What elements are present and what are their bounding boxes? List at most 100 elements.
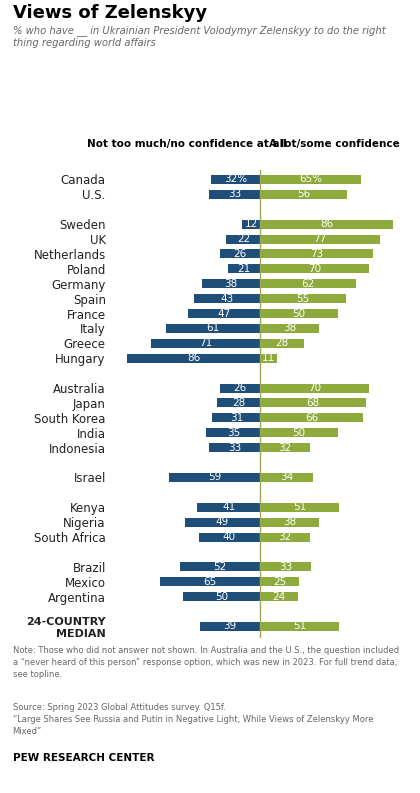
Bar (260, 190, 347, 199)
Text: 39: 39 (223, 622, 237, 631)
Text: 32: 32 (278, 442, 292, 453)
Text: 41: 41 (222, 502, 235, 512)
Bar (213, 413, 260, 423)
Bar (260, 279, 356, 288)
Bar (197, 503, 260, 511)
Bar (217, 398, 260, 408)
Bar (194, 294, 260, 303)
Text: 77: 77 (313, 234, 327, 244)
Bar (260, 235, 380, 243)
Text: 71: 71 (199, 339, 212, 348)
Text: 31: 31 (230, 413, 243, 423)
Text: 55: 55 (297, 293, 310, 304)
Bar (260, 577, 299, 586)
Text: 26: 26 (234, 383, 247, 393)
Bar (260, 354, 278, 362)
Text: Source: Spring 2023 Global Attitudes survey. Q15f.
“Large Shares See Russia and : Source: Spring 2023 Global Attitudes sur… (13, 703, 373, 736)
Bar (260, 518, 319, 527)
Text: 70: 70 (308, 383, 321, 393)
Text: 62: 62 (302, 278, 315, 289)
Text: 50: 50 (215, 592, 228, 602)
Text: 11: 11 (262, 353, 276, 363)
Text: 26: 26 (234, 249, 247, 259)
Bar (260, 473, 313, 482)
Text: 86: 86 (187, 353, 200, 363)
Text: 51: 51 (293, 502, 307, 512)
Text: 47: 47 (218, 308, 231, 319)
Text: 73: 73 (310, 249, 323, 259)
Text: 52: 52 (213, 562, 227, 572)
Bar (260, 324, 319, 333)
Text: PEW RESEARCH CENTER: PEW RESEARCH CENTER (13, 753, 154, 764)
Bar (183, 592, 260, 601)
Bar (260, 264, 369, 274)
Text: 70: 70 (308, 264, 321, 274)
Bar (260, 294, 346, 303)
Text: 50: 50 (292, 308, 306, 319)
Text: % who have __ in Ukrainian President Volodymyr Zelenskyy to do the right
thing r: % who have __ in Ukrainian President Vol… (13, 25, 385, 48)
Bar (220, 384, 260, 393)
Text: 35: 35 (227, 427, 240, 438)
Bar (188, 309, 260, 318)
Text: 68: 68 (306, 398, 320, 408)
Bar (260, 250, 373, 259)
Text: 65: 65 (203, 577, 217, 587)
Text: 24: 24 (272, 592, 286, 602)
Bar (260, 562, 312, 571)
Text: 38: 38 (283, 517, 297, 527)
Bar (260, 398, 366, 408)
Bar (166, 324, 260, 333)
Text: Not too much/no confidence at all: Not too much/no confidence at all (87, 139, 287, 149)
Bar (209, 443, 260, 452)
Bar (260, 533, 310, 542)
Text: 49: 49 (216, 517, 229, 527)
Bar (242, 220, 260, 228)
Bar (260, 622, 339, 631)
Bar (228, 264, 260, 274)
Bar (202, 279, 260, 288)
Text: 33: 33 (279, 562, 293, 572)
Text: 25: 25 (273, 577, 286, 587)
Bar (206, 428, 260, 437)
Bar (260, 413, 362, 423)
Text: A lot/some confidence: A lot/some confidence (268, 139, 399, 149)
Bar (220, 250, 260, 259)
Text: 38: 38 (224, 278, 238, 289)
Text: 33: 33 (228, 190, 241, 199)
Bar (127, 354, 260, 362)
Text: 61: 61 (207, 324, 220, 333)
Text: Views of Zelenskyy: Views of Zelenskyy (13, 4, 207, 22)
Bar (209, 190, 260, 199)
Text: 32: 32 (278, 532, 292, 542)
Bar (260, 175, 361, 184)
Bar (184, 518, 260, 527)
Text: 38: 38 (283, 324, 297, 333)
Bar (199, 533, 260, 542)
Bar (150, 339, 260, 348)
Bar (160, 577, 260, 586)
Bar (260, 309, 338, 318)
Text: 43: 43 (220, 293, 234, 304)
Text: 21: 21 (238, 264, 251, 274)
Bar (260, 339, 304, 348)
Text: 12: 12 (244, 219, 258, 229)
Text: 32%: 32% (224, 174, 247, 185)
Text: 33: 33 (228, 442, 241, 453)
Text: 66: 66 (305, 413, 318, 423)
Text: 28: 28 (276, 339, 289, 348)
Text: Note: Those who did not answer not shown. In Australia and the U.S., the questio: Note: Those who did not answer not shown… (13, 646, 399, 679)
Text: 22: 22 (237, 234, 250, 244)
Text: 40: 40 (223, 532, 236, 542)
Bar (211, 175, 260, 184)
Bar (260, 220, 394, 228)
Bar (200, 622, 260, 631)
Bar (260, 443, 310, 452)
Text: 86: 86 (320, 219, 333, 229)
Bar (260, 428, 338, 437)
Bar (260, 503, 339, 511)
Bar (169, 473, 260, 482)
Text: 50: 50 (292, 427, 306, 438)
Bar (260, 384, 369, 393)
Text: 28: 28 (232, 398, 245, 408)
Text: 51: 51 (293, 622, 307, 631)
